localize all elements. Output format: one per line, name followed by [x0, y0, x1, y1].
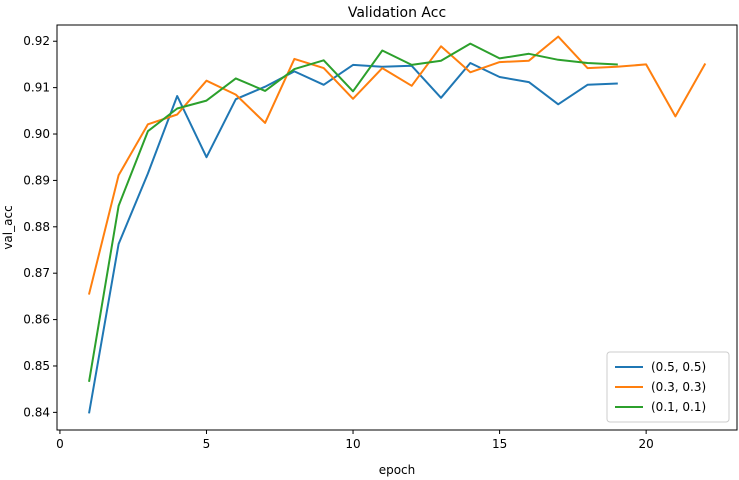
- legend-box: [606, 351, 730, 423]
- x-tick-label: 0: [56, 437, 64, 451]
- series-line-2: [88, 42, 618, 382]
- y-tick-label: 0.88: [23, 220, 50, 234]
- y-tick-label: 0.92: [23, 34, 50, 48]
- x-tick-label: 15: [492, 437, 507, 451]
- legend: (0.5, 0.5) (0.3, 0.3) (0.1, 0.1): [606, 351, 730, 423]
- y-tick-label: 0.91: [23, 81, 50, 95]
- y-axis: 0.84 0.85 0.86 0.87 0.88 0.89 0.90 0.91 0.92: [23, 34, 57, 419]
- x-tick-label: 20: [638, 437, 653, 451]
- plot-area: [56, 24, 738, 431]
- x-axis: 0 5 10 15 20: [56, 430, 654, 451]
- y-tick-label: 0.85: [23, 359, 50, 373]
- y-tick-label: 0.90: [23, 127, 50, 141]
- y-tick-label: 0.84: [23, 405, 50, 419]
- plot-frame: [56, 24, 738, 431]
- series-line-0: [88, 62, 618, 414]
- legend-label: (0.5, 0.5): [651, 360, 706, 374]
- y-tick-label: 0.89: [23, 173, 50, 187]
- x-tick-label: 10: [345, 437, 360, 451]
- y-tick-label: 0.86: [23, 313, 50, 327]
- series-line-1: [87, 35, 707, 295]
- chart-title: Validation Acc: [348, 5, 446, 21]
- legend-label: (0.3, 0.3): [651, 380, 706, 394]
- series-lines: [87, 35, 707, 414]
- x-tick-label: 5: [203, 437, 211, 451]
- legend-label: (0.1, 0.1): [651, 400, 706, 414]
- y-axis-title: val_acc: [1, 205, 15, 249]
- x-axis-title: epoch: [379, 463, 416, 477]
- y-tick-label: 0.87: [23, 266, 50, 280]
